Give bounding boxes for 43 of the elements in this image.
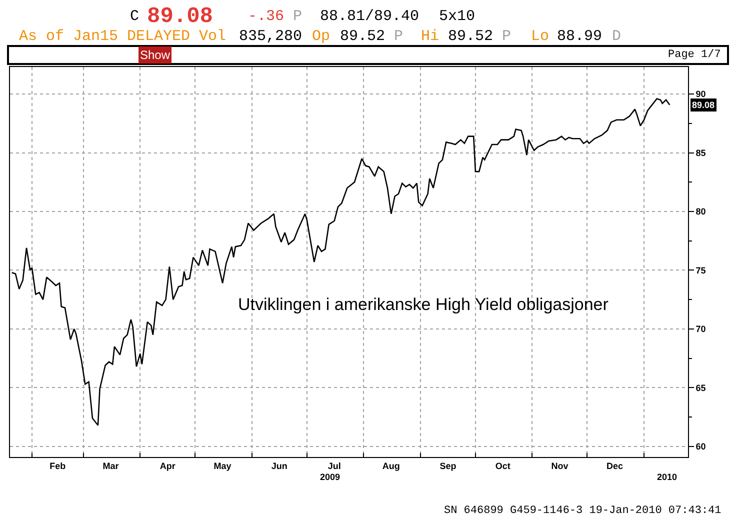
annotation: Utviklingen i amerikanske High Yield obligasjoner: [238, 295, 609, 314]
text: 89.08: [692, 100, 715, 110]
text: P: [502, 28, 512, 45]
text: SN 646899 G459-1146-3 19-Jan-2010 07:43:41: [444, 505, 722, 517]
x-tick-label: Nov: [551, 460, 568, 471]
text: 5x10: [439, 8, 476, 25]
text: As of Jan15 DELAYED Vol: [19, 28, 226, 45]
y-tick-label: 60: [696, 442, 706, 452]
text: P: [293, 8, 302, 25]
text: Op: [312, 28, 330, 45]
text: P: [394, 28, 404, 45]
x-tick-label: Jul: [328, 460, 341, 471]
text: 89.08: [147, 4, 214, 29]
x-tick-label: Feb: [50, 460, 66, 471]
x-tick-label: Apr: [160, 460, 176, 471]
text: Show: [140, 48, 170, 62]
y-tick-label: 90: [696, 89, 706, 100]
text: 835,280: [239, 28, 302, 45]
y-tick-label: 85: [696, 148, 706, 158]
x-tick-label: Dec: [606, 460, 623, 471]
y-tick-label: 70: [696, 324, 706, 334]
text: -.36: [248, 8, 284, 25]
text: 89.52: [340, 28, 386, 45]
x-tick-label: Jun: [271, 460, 288, 471]
text: Lo: [531, 28, 550, 45]
text: 2010: [657, 472, 678, 482]
text: Hi: [421, 28, 440, 45]
y-tick-label: 75: [696, 265, 706, 276]
line-series: [11, 98, 670, 426]
x-tick-label: Oct: [495, 460, 510, 471]
x-tick-label: Sep: [440, 460, 457, 471]
text: 89.52: [448, 28, 494, 45]
x-tick-label: Mar: [102, 460, 120, 471]
text: 2009: [320, 472, 340, 482]
y-tick-label: 80: [696, 206, 706, 217]
text: C: [130, 8, 140, 25]
text: D: [612, 28, 622, 45]
text: Page 1/7: [668, 49, 721, 61]
x-tick-label: May: [214, 460, 232, 471]
text: 88.81/89.40: [320, 8, 420, 25]
y-tick-label: 65: [696, 382, 706, 393]
x-tick-label: Aug: [382, 460, 400, 471]
text: 88.99: [557, 28, 602, 45]
